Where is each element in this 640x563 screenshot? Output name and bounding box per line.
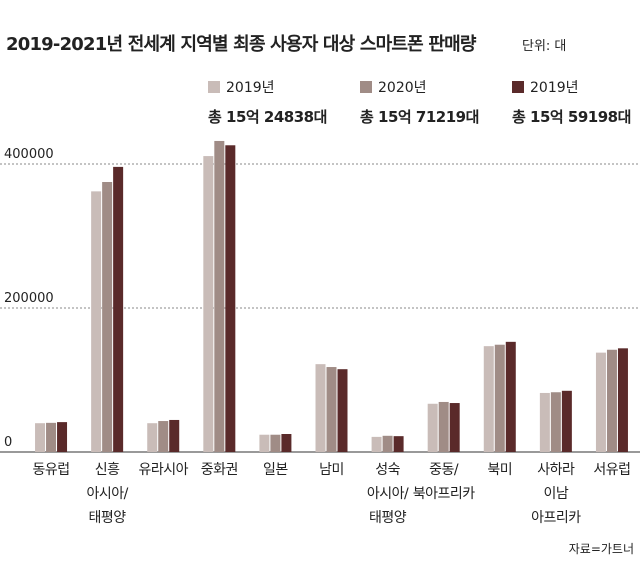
bar	[606, 349, 617, 452]
x-tick-label: 동유럽	[32, 462, 70, 478]
x-tick-label: 유라시아	[138, 462, 188, 478]
legend-label: 2020년	[378, 80, 427, 96]
bar	[382, 435, 393, 452]
x-tick-label: 북미	[487, 462, 513, 478]
x-tick-label: 남미	[319, 462, 344, 478]
bar	[203, 156, 214, 452]
bar	[91, 191, 102, 453]
bar	[158, 421, 169, 452]
bar	[617, 348, 628, 452]
bar	[494, 344, 505, 452]
legend-total: 총 15억 59198대	[512, 108, 631, 126]
bar	[315, 364, 326, 452]
bar	[281, 434, 292, 452]
bar	[169, 419, 180, 452]
bar	[225, 145, 236, 452]
x-tick-label: 서유럽	[593, 462, 631, 478]
bar	[57, 422, 68, 452]
bar	[438, 401, 449, 452]
legend-label: 2019년	[530, 80, 579, 96]
bar	[46, 422, 57, 452]
x-tick-label: 성숙 아시아/ 태평양	[366, 462, 409, 526]
chart-title: 2019-2021년 전세계 지역별 최종 사용자 대상 스마트폰 판매량	[6, 34, 477, 55]
legend-total: 총 15억 71219대	[360, 108, 479, 126]
legend-total: 총 15억 24838대	[208, 108, 327, 126]
bar	[147, 423, 158, 452]
bar	[595, 352, 606, 452]
y-tick-label: 0	[4, 435, 12, 450]
bar	[259, 434, 270, 452]
bar	[35, 423, 46, 452]
legend-swatch	[208, 81, 220, 93]
bar	[371, 436, 382, 452]
bar	[337, 369, 348, 452]
legend-swatch	[512, 81, 524, 93]
chart-subtitle: 단위: 대	[522, 39, 566, 54]
bar	[550, 392, 561, 452]
x-tick-label: 사하라 이남 아프리카	[531, 462, 581, 526]
legend-swatch	[360, 81, 372, 93]
y-tick-label: 400000	[4, 147, 54, 162]
bar	[539, 392, 550, 452]
bar	[102, 182, 113, 452]
bar	[483, 346, 494, 452]
x-tick-label: 신흥 아시아/ 태평양	[86, 462, 128, 526]
bar	[270, 434, 281, 452]
bar	[505, 341, 516, 452]
x-tick-label: 중동/ 북아프리카	[412, 462, 475, 502]
bar	[214, 140, 225, 452]
bar	[561, 390, 572, 452]
bar	[113, 166, 124, 452]
legend-label: 2019년	[226, 80, 275, 96]
x-tick-label: 일본	[263, 462, 288, 478]
bar	[427, 403, 438, 452]
source: 자료=가트너	[569, 542, 634, 556]
x-tick-label: 중화권	[200, 462, 239, 478]
bar	[326, 367, 337, 452]
bar	[393, 436, 404, 452]
y-tick-label: 200000	[4, 291, 54, 306]
bar	[449, 403, 460, 452]
